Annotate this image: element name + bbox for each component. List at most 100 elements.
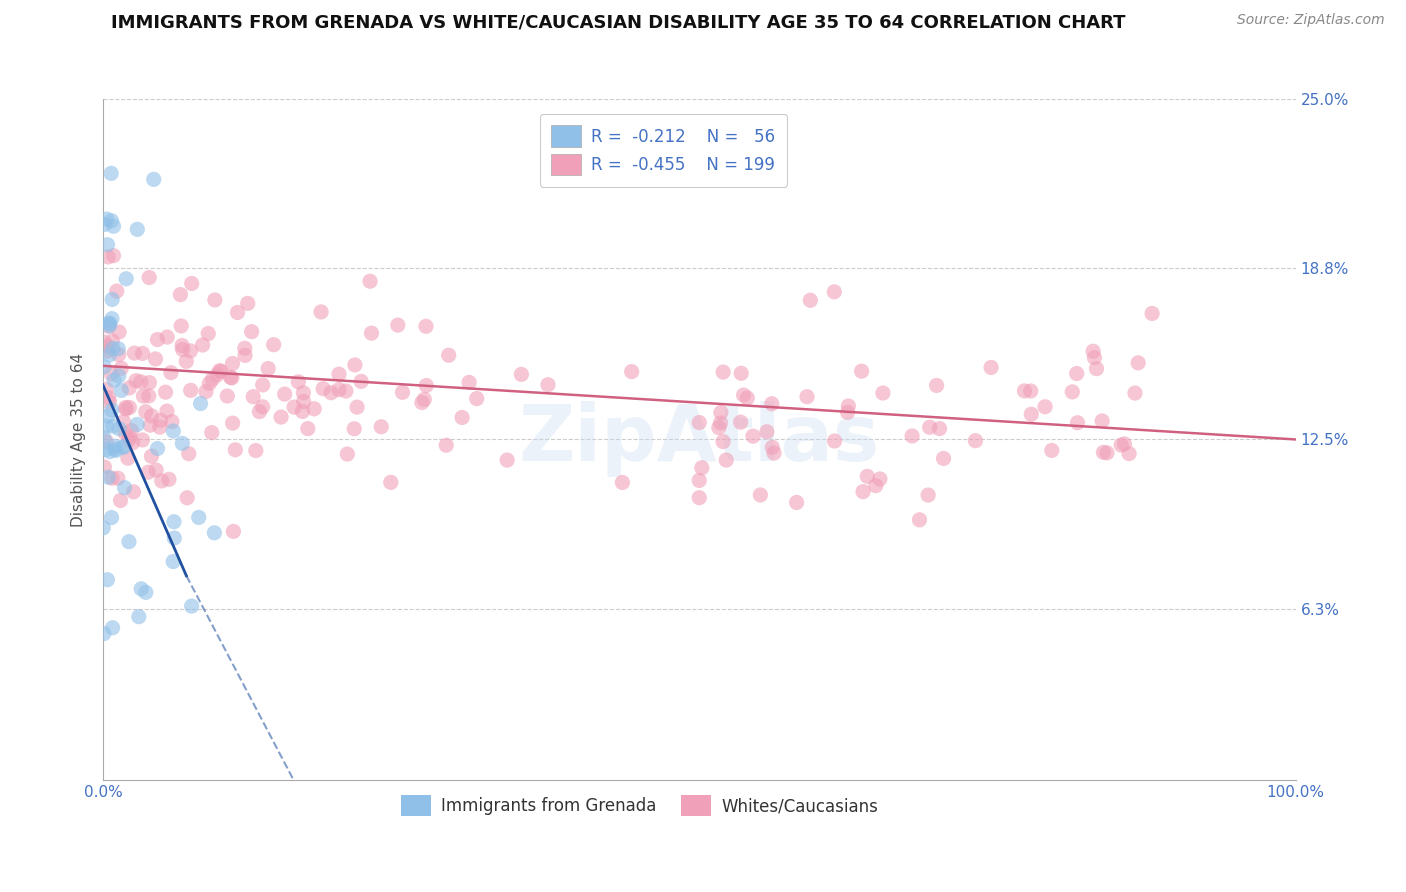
Point: [932, 451, 955, 466]
Point: [270, 410, 292, 425]
Point: [131, 433, 153, 447]
Point: [221, 416, 243, 430]
Point: [901, 429, 924, 443]
Point: [201, 425, 224, 440]
Point: [160, 366, 183, 380]
Point: [851, 364, 873, 378]
Point: [105, 443, 128, 458]
Point: [91, 521, 114, 535]
Point: [273, 387, 295, 401]
Point: [96, 573, 118, 587]
Point: [1083, 351, 1105, 365]
Point: [980, 360, 1002, 375]
Point: [107, 348, 129, 362]
Point: [496, 453, 519, 467]
Point: [150, 474, 173, 488]
Point: [180, 599, 202, 613]
Point: [297, 422, 319, 436]
Point: [730, 366, 752, 380]
Point: [343, 422, 366, 436]
Point: [141, 449, 163, 463]
Point: [869, 472, 891, 486]
Point: [107, 342, 129, 356]
Point: [112, 415, 135, 429]
Point: [823, 285, 845, 299]
Point: [205, 368, 228, 382]
Legend: Immigrants from Grenada, Whites/Caucasians: Immigrants from Grenada, Whites/Caucasia…: [394, 789, 884, 823]
Point: [118, 433, 141, 447]
Point: [190, 396, 212, 410]
Point: [312, 382, 335, 396]
Point: [132, 389, 155, 403]
Point: [169, 287, 191, 301]
Point: [103, 219, 125, 234]
Point: [465, 392, 488, 406]
Point: [221, 356, 243, 370]
Point: [194, 384, 217, 399]
Point: [391, 385, 413, 400]
Point: [1040, 443, 1063, 458]
Point: [101, 419, 124, 434]
Point: [1062, 384, 1084, 399]
Point: [221, 371, 243, 385]
Point: [707, 420, 730, 434]
Point: [104, 442, 127, 457]
Point: [100, 367, 122, 381]
Point: [110, 384, 132, 398]
Point: [730, 415, 752, 429]
Point: [100, 213, 122, 227]
Point: [98, 348, 121, 362]
Point: [1066, 367, 1088, 381]
Point: [413, 392, 436, 407]
Text: Source: ZipAtlas.com: Source: ZipAtlas.com: [1237, 13, 1385, 28]
Point: [127, 222, 149, 236]
Point: [451, 410, 474, 425]
Point: [136, 465, 159, 479]
Point: [96, 419, 118, 434]
Point: [198, 376, 221, 391]
Point: [118, 381, 141, 395]
Point: [688, 474, 710, 488]
Point: [146, 333, 169, 347]
Point: [138, 389, 160, 403]
Point: [100, 510, 122, 524]
Point: [240, 325, 263, 339]
Point: [309, 305, 332, 319]
Point: [612, 475, 634, 490]
Point: [737, 391, 759, 405]
Point: [209, 364, 232, 378]
Point: [925, 378, 948, 392]
Point: [709, 416, 731, 430]
Point: [688, 491, 710, 505]
Point: [145, 351, 167, 366]
Point: [96, 382, 118, 396]
Point: [1019, 384, 1042, 398]
Point: [380, 475, 402, 490]
Point: [620, 365, 643, 379]
Point: [180, 277, 202, 291]
Point: [872, 386, 894, 401]
Point: [138, 270, 160, 285]
Point: [233, 348, 256, 362]
Point: [302, 401, 325, 416]
Point: [761, 397, 783, 411]
Point: [114, 481, 136, 495]
Y-axis label: Disability Age 35 to 64: Disability Age 35 to 64: [72, 352, 86, 526]
Point: [93, 626, 115, 640]
Point: [170, 338, 193, 352]
Point: [93, 335, 115, 350]
Point: [110, 361, 132, 376]
Point: [114, 426, 136, 441]
Point: [98, 444, 121, 458]
Point: [257, 361, 280, 376]
Point: [118, 534, 141, 549]
Point: [121, 435, 143, 450]
Point: [1118, 446, 1140, 460]
Point: [129, 582, 152, 596]
Point: [761, 441, 783, 455]
Point: [236, 296, 259, 310]
Point: [799, 293, 821, 308]
Point: [115, 272, 138, 286]
Point: [135, 585, 157, 599]
Point: [131, 346, 153, 360]
